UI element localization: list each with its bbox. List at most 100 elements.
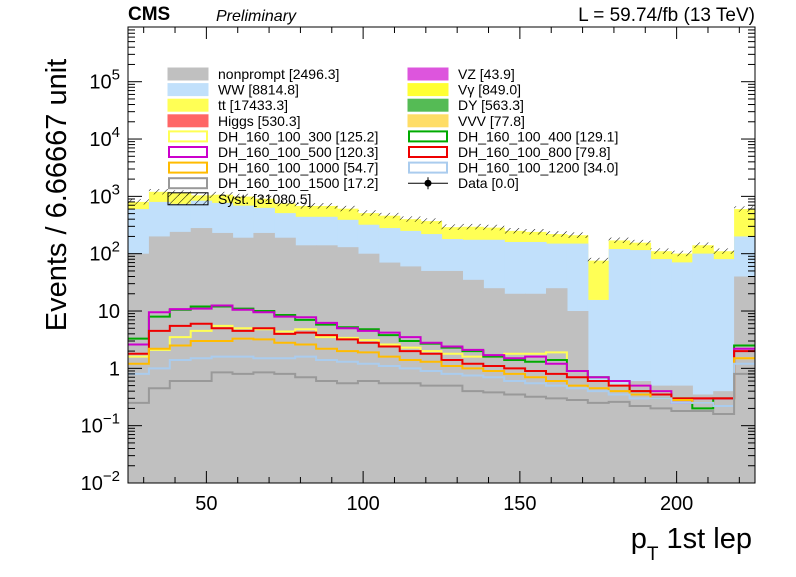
y-tick-exp-5: 3 [112, 181, 120, 198]
stack-bar-0-24 [629, 381, 652, 483]
stack-bar-0-14 [420, 270, 443, 483]
syst-band-14 [420, 218, 442, 224]
syst-band-0 [128, 199, 149, 205]
y-tick-exp-1: −1 [103, 411, 120, 428]
y-tick-exp-7: 5 [112, 67, 120, 84]
syst-band-10 [337, 205, 358, 212]
x-axis-title-rest: 1st lep [659, 523, 753, 555]
legend-left-swatch-3 [167, 114, 209, 128]
legend-right-swatch-1 [407, 83, 449, 97]
legend-left-label-0: nonprompt [2496.3] [218, 66, 339, 82]
syst-band-25 [650, 248, 672, 254]
stack-bar-0-16 [462, 279, 484, 483]
stack-bar-0-23 [608, 385, 631, 483]
stack-bar-0-3 [190, 228, 213, 483]
signal-line-2 [128, 304, 755, 404]
legend-left-swatch-7 [168, 177, 208, 190]
y-tick-label-1: 10−1 [81, 411, 120, 438]
legend-right-swatch-2 [407, 98, 449, 112]
legend-left-label-6: DH_160_100_1000 [54.7] [218, 160, 378, 176]
plot-area [128, 189, 755, 483]
y-tick-exp-4: 2 [112, 239, 120, 256]
legend-left-swatch-8 [167, 192, 209, 206]
legend-right-label-1: Vγ [849.0] [458, 82, 521, 98]
syst-band-17 [483, 224, 505, 231]
legend-left-label-2: tt [17433.3] [218, 97, 288, 113]
legend: nonprompt [2496.3]WW [8814.8]tt [17433.3… [167, 66, 618, 207]
x-axis-title-subscript: T [647, 544, 659, 565]
syst-band-23 [608, 237, 630, 244]
syst-band-5 [232, 193, 254, 200]
stack-bar-0-18 [504, 293, 526, 483]
stack-bar-0-8 [295, 245, 317, 483]
stack-bar-0-13 [399, 266, 422, 483]
stack-bar-0-29 [734, 276, 755, 483]
stack-bar-0-7 [274, 237, 296, 483]
x-tick-label-2: 150 [503, 493, 536, 515]
stack-bar-0-17 [483, 288, 505, 483]
legend-left-swatch-1 [167, 83, 209, 97]
syst-band-9 [316, 203, 338, 209]
legend-left-swatch-4 [168, 130, 208, 143]
syst-band-27 [692, 242, 714, 248]
legend-right-label-5: DH_160_100_800 [79.8] [458, 144, 611, 160]
stack-bar-0-11 [357, 253, 380, 483]
legend-left-label-3: Higgs [530.3] [218, 113, 301, 129]
y-tick-exp-0: −2 [103, 468, 120, 485]
syst-band-18 [504, 228, 526, 234]
legend-left-label-8: Syst. [31080.5] [218, 191, 311, 207]
legend-right-swatch-7 [424, 179, 432, 187]
x-tick-label-0: 50 [195, 493, 217, 515]
legend-right-label-7: Data [0.0] [458, 175, 519, 191]
stack-bar-0-28 [713, 391, 735, 483]
stack-bar-0-9 [316, 245, 338, 483]
syst-band-21 [566, 232, 588, 238]
syst-band-12 [378, 212, 400, 219]
stack-bar-0-20 [545, 288, 568, 483]
legend-right-swatch-5 [408, 146, 448, 158]
y-tick-base-5: 10 [89, 186, 111, 208]
syst-band-4 [211, 191, 233, 198]
syst-band-13 [399, 216, 421, 222]
stack-bar-0-27 [692, 394, 714, 483]
legend-left-swatch-5 [168, 146, 208, 158]
legend-left-swatch-2 [167, 98, 209, 112]
legend-right-label-4: DH_160_100_400 [129.1] [458, 128, 618, 144]
stack-bar-0-4 [211, 232, 234, 483]
stack-bar-0-26 [671, 385, 693, 483]
legend-left-swatch-0 [167, 67, 209, 81]
luminosity-label: L = 59.74/fb (13 TeV) [578, 5, 755, 26]
plot-frame [127, 26, 756, 484]
syst-band-6 [253, 195, 275, 202]
stack-bar-0-5 [232, 237, 254, 483]
signal-line-6 [128, 371, 755, 415]
y-tick-label-3: 10 [98, 301, 120, 323]
legend-right-swatch-0 [407, 67, 449, 81]
stack-bar-0-2 [169, 231, 192, 483]
syst-band-28 [713, 248, 735, 254]
legend-left-label-5: DH_160_100_500 [120.3] [218, 144, 378, 160]
stack-bar-0-6 [253, 232, 275, 483]
experiment-label: CMS [128, 4, 170, 25]
syst-band-22 [587, 257, 609, 264]
legend-left-label-1: WW [8814.8] [218, 82, 299, 98]
stack-bar-0-12 [378, 262, 401, 483]
syst-band-11 [357, 210, 379, 216]
y-tick-base-6: 10 [89, 129, 111, 151]
stack-bar-0-1 [148, 236, 171, 483]
signal-line-4 [128, 337, 755, 408]
x-tick-label-3: 200 [660, 493, 693, 515]
syst-band-15 [441, 224, 463, 230]
y-tick-label-5: 103 [89, 181, 120, 208]
x-tick-label-1: 100 [346, 493, 379, 515]
syst-band-26 [671, 250, 693, 257]
legend-right-label-0: VZ [43.9] [458, 66, 515, 82]
y-tick-exp-6: 4 [112, 124, 120, 141]
signal-line-3 [128, 322, 755, 400]
y-tick-base-0: 10 [81, 473, 103, 495]
stack-bar-0-25 [650, 385, 672, 483]
y-tick-label-7: 105 [89, 67, 120, 94]
syst-band-7 [274, 200, 296, 207]
x-axis-title-main: p [631, 523, 647, 555]
